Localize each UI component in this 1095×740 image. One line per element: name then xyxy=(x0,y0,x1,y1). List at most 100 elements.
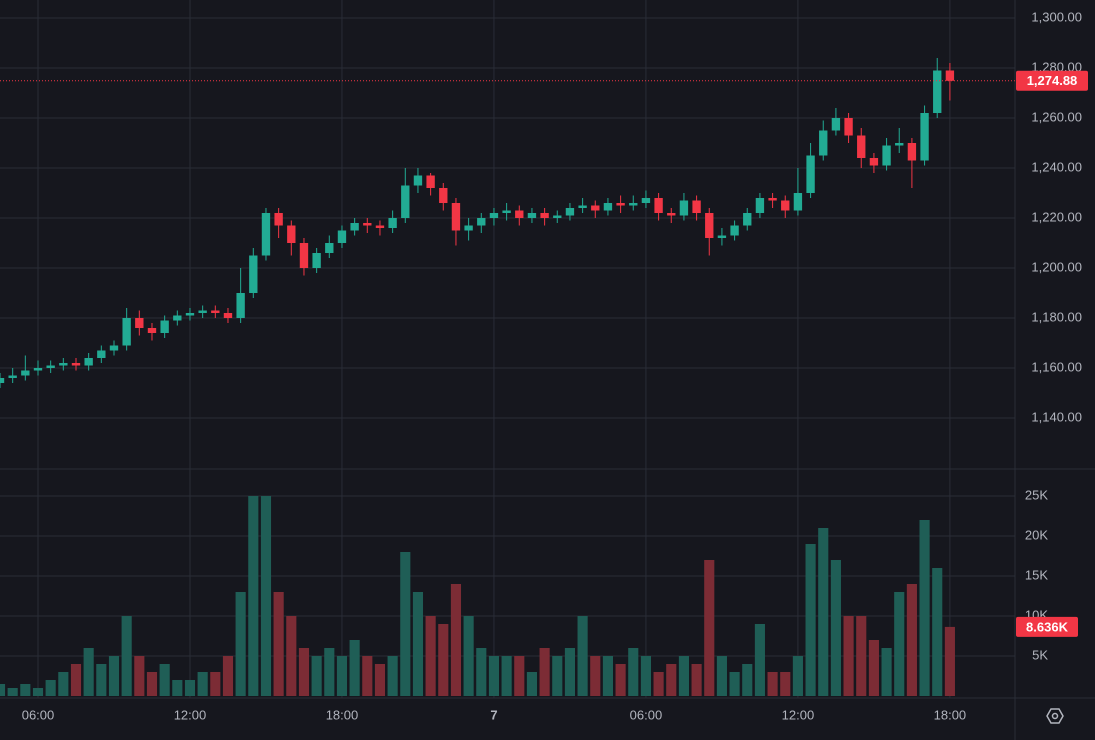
candle-body xyxy=(806,155,815,193)
volume-bar xyxy=(438,624,449,696)
volume-bar xyxy=(615,664,626,696)
volume-bar xyxy=(919,520,930,696)
candle-body xyxy=(97,350,106,358)
volume-bar xyxy=(184,680,196,696)
candle-body xyxy=(553,215,562,218)
volume-bar xyxy=(96,664,107,696)
candle-body xyxy=(730,225,739,236)
candle-body xyxy=(350,223,359,231)
candle-body xyxy=(717,235,727,238)
volume-bar xyxy=(488,656,500,696)
candle-body xyxy=(363,223,372,226)
candle-body xyxy=(160,320,169,333)
volume-bar xyxy=(476,648,487,696)
candle-body xyxy=(641,198,651,203)
volume-bar xyxy=(868,640,879,696)
volume-bar xyxy=(754,624,765,696)
volume-bar xyxy=(58,672,69,696)
candle-body xyxy=(578,205,587,208)
candle-body xyxy=(920,113,929,161)
candle-body xyxy=(831,118,841,131)
volume-bar xyxy=(248,496,259,696)
volume-bar xyxy=(704,560,715,696)
candle-body xyxy=(375,225,385,228)
candle-body xyxy=(857,135,866,158)
x-tick-label: 7 xyxy=(490,707,497,722)
candle-body xyxy=(945,70,955,81)
candle-body xyxy=(540,213,549,218)
volume-bar xyxy=(235,592,246,696)
candle-body xyxy=(8,375,17,378)
volume-bar xyxy=(539,648,550,696)
candle-body xyxy=(33,368,43,371)
volume-bar xyxy=(159,664,170,696)
candle-body xyxy=(591,205,600,211)
candle-body xyxy=(388,218,397,228)
volume-bar xyxy=(906,584,917,696)
y-tick-label: 1,200.00 xyxy=(1031,259,1082,274)
last-price-label: 1,274.88 xyxy=(1027,73,1078,88)
volume-bar xyxy=(856,616,867,696)
volume-bar xyxy=(260,496,272,696)
candle-body xyxy=(819,130,828,156)
x-tick-label: 12:00 xyxy=(782,707,815,722)
volume-bar xyxy=(463,616,474,696)
volume-bar xyxy=(602,656,614,696)
candle-body xyxy=(135,318,144,328)
volume-bar xyxy=(729,672,740,696)
volume-bar xyxy=(830,560,841,696)
candle-body xyxy=(84,358,93,366)
volume-bar xyxy=(20,684,31,696)
volume-bar xyxy=(767,672,778,696)
volume-bar xyxy=(805,544,816,696)
y-tick-label: 1,180.00 xyxy=(1031,309,1082,324)
candle-body xyxy=(489,213,499,218)
candle-body xyxy=(59,363,68,366)
y2-tick-label: 5K xyxy=(1032,647,1048,662)
candle-body xyxy=(527,213,537,218)
grid xyxy=(0,0,1015,698)
volume-bar xyxy=(792,656,803,696)
volume-bar xyxy=(387,656,398,696)
candle-body xyxy=(287,225,296,243)
volume-bar xyxy=(691,664,702,696)
volume-bar xyxy=(70,664,82,696)
candle-body xyxy=(933,70,942,113)
y-tick-label: 1,300.00 xyxy=(1031,9,1082,24)
candle-body xyxy=(337,230,347,243)
volume-bar xyxy=(425,616,436,696)
volume-bar xyxy=(0,684,6,696)
candle-body xyxy=(439,188,448,203)
candle-body xyxy=(629,203,638,206)
candle-body xyxy=(426,175,435,188)
volume-bar xyxy=(374,664,386,696)
candle-body xyxy=(122,318,131,346)
volume-bar xyxy=(894,592,905,696)
last-volume-label: 8.636K xyxy=(1026,619,1069,634)
volume-bar xyxy=(501,656,512,696)
candle-body xyxy=(173,315,182,321)
volume-bar xyxy=(666,664,677,696)
y-tick-label: 1,240.00 xyxy=(1031,159,1082,174)
candle-body xyxy=(895,143,904,146)
volume-bar xyxy=(818,528,829,696)
volume-bar xyxy=(450,584,462,696)
candle-body xyxy=(46,365,55,368)
volume-bar xyxy=(564,648,576,696)
y-tick-label: 1,140.00 xyxy=(1031,409,1082,424)
y-tick-label: 1,280.00 xyxy=(1031,59,1082,74)
volume-bar xyxy=(311,656,322,696)
volume-bar xyxy=(400,552,411,696)
volume-bar xyxy=(678,656,689,696)
candle-body xyxy=(616,203,625,206)
volume-bar xyxy=(843,616,854,696)
y2-tick-label: 15K xyxy=(1025,567,1048,582)
settings-button[interactable] xyxy=(1046,708,1064,724)
candle-body xyxy=(679,200,689,216)
candle-body xyxy=(109,345,119,351)
candle-body xyxy=(236,293,245,318)
candle-body xyxy=(667,213,676,216)
last-price-tag xyxy=(1016,70,1088,91)
volume-bar xyxy=(7,688,18,696)
